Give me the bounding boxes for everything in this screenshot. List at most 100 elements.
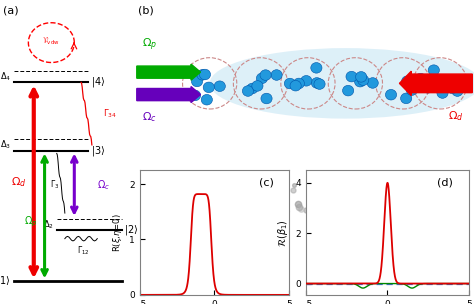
Text: (d): (d) [437,178,453,188]
Point [306,201,314,206]
Point [428,201,436,206]
Point [354,183,361,188]
Y-axis label: R($\xi$,$\eta$=0): R($\xi$,$\eta$=0) [110,213,124,252]
Text: (c): (c) [259,178,274,188]
Point [425,189,433,194]
Circle shape [367,78,378,88]
Point [247,201,255,206]
Point [154,193,162,198]
Circle shape [401,93,412,104]
Circle shape [301,75,312,86]
Point [392,201,400,206]
Text: $|3\rangle$: $|3\rangle$ [91,143,105,157]
FancyArrow shape [137,64,201,80]
Circle shape [401,76,413,87]
Point [365,179,373,184]
Point [212,192,219,196]
FancyArrow shape [400,71,472,95]
Point [296,204,303,209]
Text: $\Omega_d$: $\Omega_d$ [11,175,27,189]
Circle shape [256,73,267,84]
Circle shape [190,90,201,101]
Circle shape [271,70,282,80]
Circle shape [260,70,271,80]
Y-axis label: $\mathcal{R}(\beta_1)$: $\mathcal{R}(\beta_1)$ [275,219,290,247]
Circle shape [452,80,464,90]
Text: (b): (b) [138,5,154,15]
Circle shape [422,82,433,93]
Point [398,181,406,186]
Point [252,192,260,196]
Point [165,202,173,206]
Point [436,194,444,199]
Point [311,191,319,196]
Point [355,180,362,185]
Point [377,187,385,192]
Point [250,190,257,195]
Point [167,189,174,194]
Point [290,183,298,188]
Point [219,184,227,188]
Circle shape [452,86,463,96]
Point [170,199,178,204]
Circle shape [406,76,417,87]
Point [151,190,159,195]
Point [431,198,438,202]
Point [290,188,297,193]
Circle shape [447,83,458,94]
Point [382,198,389,203]
Text: $\Omega_c$: $\Omega_c$ [142,111,156,124]
Point [333,185,340,190]
Circle shape [314,79,325,89]
Point [166,205,174,210]
Point [279,192,287,197]
Point [385,196,393,201]
Point [302,208,310,212]
Circle shape [197,70,208,80]
Text: $\Omega_p$: $\Omega_p$ [142,36,157,53]
Text: $\mathcal{V}_{\rm vdw}$: $\mathcal{V}_{\rm vdw}$ [43,36,60,47]
Circle shape [444,82,456,93]
Text: (a): (a) [3,6,18,16]
Circle shape [261,93,272,104]
Circle shape [406,85,418,95]
Circle shape [343,85,354,96]
Point [418,193,425,198]
Circle shape [356,71,367,82]
Circle shape [437,76,448,87]
Point [310,200,318,205]
Circle shape [385,89,397,100]
Point [279,190,287,195]
Circle shape [437,88,448,98]
Point [219,206,226,211]
Circle shape [200,69,210,80]
Point [269,189,277,194]
Point [255,208,263,213]
Point [376,209,383,214]
Point [378,200,386,205]
Point [451,201,458,206]
Point [336,193,344,198]
Point [354,190,362,195]
Point [237,190,244,195]
Point [243,199,250,204]
Point [334,194,342,199]
Text: $|4\rangle$: $|4\rangle$ [91,75,105,89]
Point [336,185,344,189]
Point [269,206,277,211]
Point [266,199,273,203]
Point [369,181,376,186]
Circle shape [203,82,214,93]
Point [278,192,286,197]
Text: $\Gamma_{12}$: $\Gamma_{12}$ [77,244,90,257]
Point [198,194,205,199]
Text: $|1\rangle$: $|1\rangle$ [0,274,11,288]
Point [412,202,419,206]
Text: $\Omega_p$: $\Omega_p$ [24,214,38,229]
Circle shape [242,86,254,96]
Ellipse shape [210,48,474,119]
Point [428,190,436,195]
Point [449,194,456,199]
Circle shape [247,83,258,94]
Point [397,208,405,213]
